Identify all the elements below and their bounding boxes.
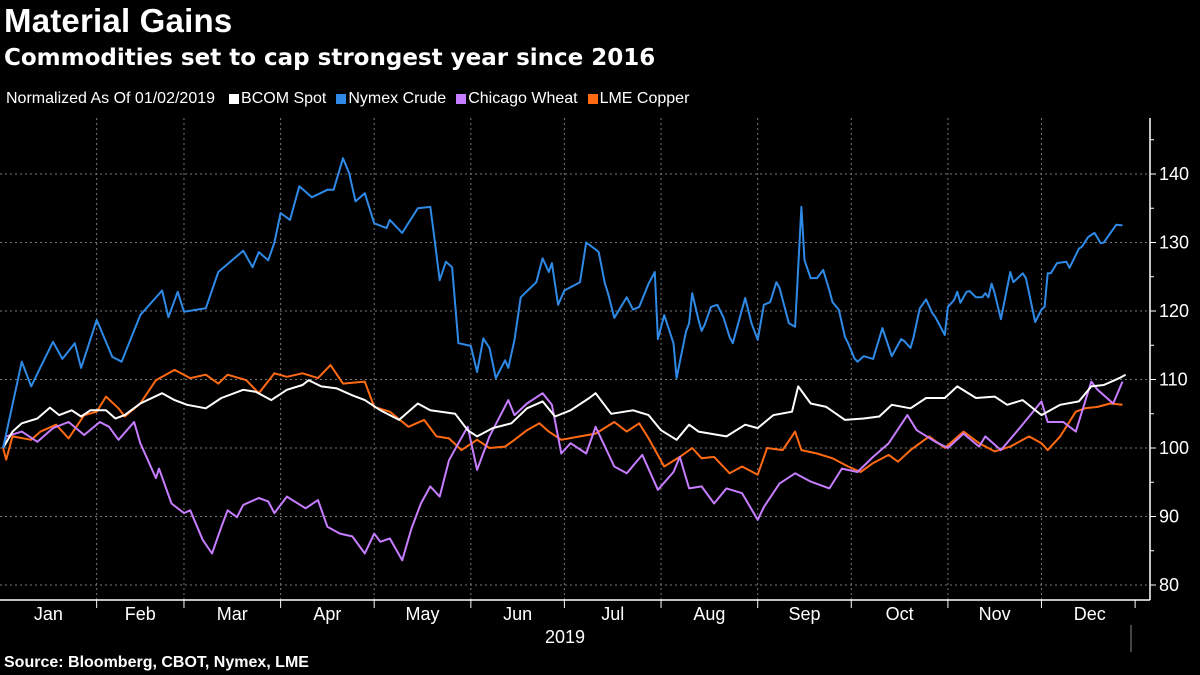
x-tick-label: Oct (886, 604, 914, 624)
y-tick-label: 90 (1159, 507, 1179, 527)
y-tick-label: 140 (1159, 164, 1189, 184)
y-tick-label: 110 (1159, 370, 1188, 390)
x-tick-label: Jan (34, 604, 63, 624)
legend-item-copper: LME Copper (587, 90, 690, 108)
x-tick-label: Dec (1074, 604, 1106, 624)
gridlines (0, 118, 1150, 600)
normalization-note: Normalized As Of 01/02/2019 (6, 90, 216, 107)
y-tick-label: 120 (1159, 301, 1189, 321)
series-line-bcom-spot (2, 373, 1127, 449)
x-axis-label: 2019 (545, 627, 585, 647)
series-line-nymex-crude (2, 157, 1123, 449)
legend-swatch-bcom (229, 94, 240, 104)
legend-label-copper: LME Copper (599, 90, 690, 107)
axes: 80 90 100 110 120 130 140 Jan Feb Mar Apr May Jun Jul… (0, 118, 1189, 652)
x-tick-label: Feb (125, 604, 156, 624)
legend-item-bcom: BCOM Spot (229, 90, 326, 108)
source-note: Source: Bloomberg, CBOT, Nymex, LME (4, 654, 309, 671)
x-tick-label: Nov (979, 604, 1011, 624)
legend-label-bcom: BCOM Spot (241, 90, 327, 107)
y-tick-label: 100 (1159, 438, 1189, 458)
series-line-chicago-wheat (2, 380, 1124, 562)
legend-swatch-crude (336, 94, 347, 104)
legend-item-wheat: Chicago Wheat (456, 90, 578, 108)
series-line-lme-copper (2, 364, 1123, 476)
x-tick-label: May (405, 604, 439, 624)
legend-item-crude: Nymex Crude (336, 90, 446, 108)
y-tick-label: 80 (1159, 575, 1179, 595)
x-tick-label: Sep (788, 604, 820, 624)
series-lines (2, 157, 1127, 562)
legend-label-wheat: Chicago Wheat (468, 90, 578, 107)
x-tick-label: Aug (693, 604, 725, 624)
legend-label-crude: Nymex Crude (348, 90, 447, 107)
x-tick-label: Jun (503, 604, 532, 624)
chart-subtitle: Commodities set to cap strongest year si… (4, 45, 656, 71)
x-tick-label: Mar (217, 604, 248, 624)
x-tick-label: Jul (601, 604, 624, 624)
legend-swatch-copper (587, 94, 598, 104)
legend-swatch-wheat (456, 94, 467, 104)
x-tick-label: Apr (313, 604, 341, 624)
chart-title: Material Gains (4, 2, 233, 39)
y-tick-label: 130 (1159, 233, 1189, 253)
legend: Normalized As Of 01/02/2019 BCOM Spot Ny… (6, 90, 699, 108)
